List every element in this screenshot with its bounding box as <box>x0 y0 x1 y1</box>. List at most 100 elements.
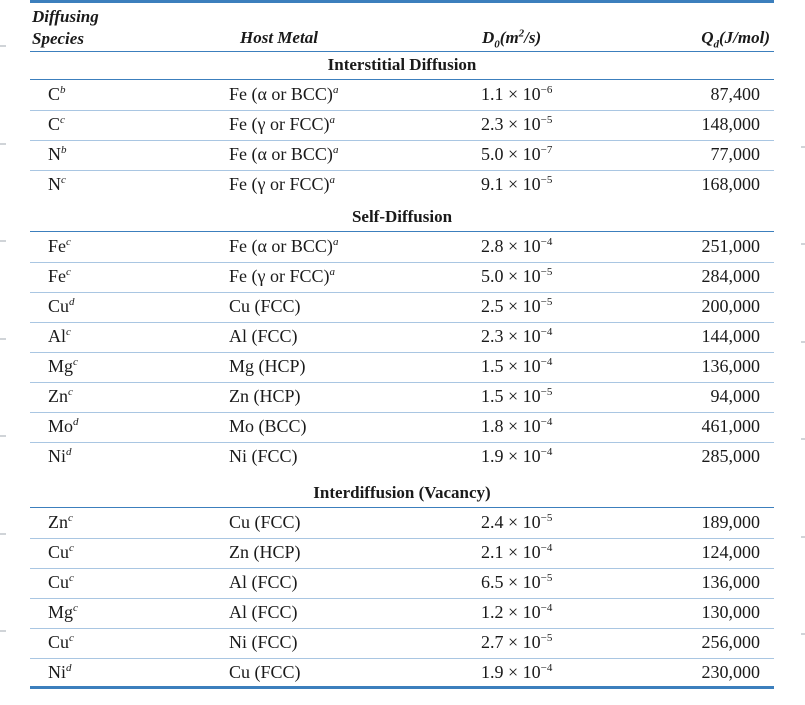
row-divider <box>30 170 774 171</box>
row-divider <box>30 568 774 569</box>
row-divider <box>30 628 774 629</box>
table-row: Cuc Zn (HCP) 2.1 × 10−4 124,000 <box>30 538 774 568</box>
row-divider <box>30 140 774 141</box>
footnote-marker: b <box>60 84 66 96</box>
qd-subscript: d <box>713 38 720 51</box>
d0-mantissa: 1.9 <box>481 662 504 682</box>
host-metal-cell: Cu (FCC) <box>229 512 301 533</box>
d0-mantissa: 9.1 <box>481 174 504 194</box>
host-metal-cell: Fe (γ or FCC)a <box>229 266 335 287</box>
d0-exponent: −5 <box>540 572 553 584</box>
host-metal-name: Zn (HCP) <box>229 542 301 562</box>
header-rule <box>30 51 774 52</box>
qd-cell: 136,000 <box>701 572 761 592</box>
times-sign: × <box>508 542 519 562</box>
table-row: Alc Al (FCC) 2.3 × 10−4 144,000 <box>30 322 774 352</box>
column-header-qd: Qd(J/mol) <box>701 28 770 51</box>
host-metal-name: Al (FCC) <box>229 572 298 592</box>
d0-base: 10 <box>522 84 541 104</box>
row-divider <box>30 598 774 599</box>
species-cell: Nb <box>48 144 67 165</box>
margin-tick <box>801 536 805 538</box>
row-divider <box>30 292 774 293</box>
d0-base: 10 <box>522 512 541 532</box>
table-row: Cuc Ni (FCC) 2.7 × 10−5 256,000 <box>30 628 774 658</box>
host-metal-cell: Al (FCC) <box>229 602 298 623</box>
species-symbol: N <box>48 144 61 164</box>
species-symbol: C <box>48 114 61 134</box>
footnote-marker: d <box>73 416 79 428</box>
footnote-marker: c <box>68 512 73 524</box>
host-metal-cell: Fe (α or BCC)a <box>229 236 338 257</box>
d0-mantissa: 5.0 <box>481 266 504 286</box>
host-metal-cell: Fe (α or BCC)a <box>229 144 338 165</box>
d0-unit-power: 2 <box>518 27 525 40</box>
host-metal-cell: Fe (α or BCC)a <box>229 84 338 105</box>
d0-cell: 1.5 × 10−5 <box>481 386 552 407</box>
times-sign: × <box>508 632 519 652</box>
host-metal-name: Cu (FCC) <box>229 662 301 682</box>
qd-cell: 148,000 <box>701 114 761 134</box>
host-metal-name: Fe (γ or FCC) <box>229 174 330 194</box>
species-cell: Znc <box>48 512 73 533</box>
d0-mantissa: 1.9 <box>481 446 504 466</box>
qd-cell: 136,000 <box>701 356 761 376</box>
times-sign: × <box>508 326 519 346</box>
species-symbol: Mo <box>48 416 74 436</box>
d0-base: 10 <box>522 416 541 436</box>
qd-cell: 144,000 <box>701 326 761 346</box>
footnote-marker: a <box>332 84 339 96</box>
d0-base: 10 <box>522 114 541 134</box>
table-row: Nid Ni (FCC) 1.9 × 10−4 285,000 <box>30 442 774 472</box>
species-header-line2: Species <box>32 29 84 48</box>
d0-exponent: −5 <box>540 296 553 308</box>
row-divider <box>30 382 774 383</box>
table-row: Nc Fe (γ or FCC)a 9.1 × 10−5 168,000 <box>30 170 774 200</box>
margin-tick <box>0 533 6 535</box>
column-header-species: Diffusing Species <box>32 6 99 50</box>
host-metal-cell: Al (FCC) <box>229 572 298 593</box>
times-sign: × <box>508 386 519 406</box>
times-sign: × <box>508 446 519 466</box>
qd-cell: 189,000 <box>701 512 761 532</box>
d0-mantissa: 6.5 <box>481 572 504 592</box>
column-header-d0: D0(m2/s) <box>482 27 541 51</box>
qd-cell: 124,000 <box>701 542 761 562</box>
d0-exponent: −5 <box>540 512 553 524</box>
host-metal-name: Fe (α or BCC) <box>229 236 333 256</box>
row-divider <box>30 412 774 413</box>
host-metal-cell: Cu (FCC) <box>229 662 301 683</box>
species-cell: Cb <box>48 84 66 105</box>
species-symbol: C <box>48 84 61 104</box>
footnote-marker: c <box>61 174 66 186</box>
species-symbol: Cu <box>48 542 70 562</box>
footnote-marker: c <box>60 114 65 126</box>
times-sign: × <box>508 512 519 532</box>
d0-mantissa: 2.8 <box>481 236 504 256</box>
d0-exponent: −4 <box>540 356 553 368</box>
footnote-marker: d <box>66 446 72 458</box>
footnote-marker: c <box>69 632 74 644</box>
host-metal-name: Al (FCC) <box>229 602 298 622</box>
footnote-marker: d <box>66 662 72 674</box>
d0-cell: 2.7 × 10−5 <box>481 632 552 653</box>
d0-exponent: −5 <box>540 632 553 644</box>
host-metal-cell: Cu (FCC) <box>229 296 301 317</box>
d0-cell: 1.9 × 10−4 <box>481 662 552 683</box>
species-symbol: Zn <box>48 512 68 532</box>
species-symbol: N <box>48 174 61 194</box>
d0-exponent: −4 <box>540 326 553 338</box>
species-symbol: Mg <box>48 356 74 376</box>
d0-base: 10 <box>522 326 541 346</box>
d0-subscript: 0 <box>494 38 500 51</box>
times-sign: × <box>508 602 519 622</box>
times-sign: × <box>508 662 519 682</box>
times-sign: × <box>508 114 519 134</box>
table-row: Fec Fe (α or BCC)a 2.8 × 10−4 251,000 <box>30 232 774 262</box>
table-row: Mgc Al (FCC) 1.2 × 10−4 130,000 <box>30 598 774 628</box>
footnote-marker: c <box>66 266 71 278</box>
qd-cell: 256,000 <box>701 632 761 652</box>
section-title: Interdiffusion (Vacancy) <box>313 483 491 502</box>
margin-tick <box>801 243 805 245</box>
section-rule <box>30 507 774 508</box>
